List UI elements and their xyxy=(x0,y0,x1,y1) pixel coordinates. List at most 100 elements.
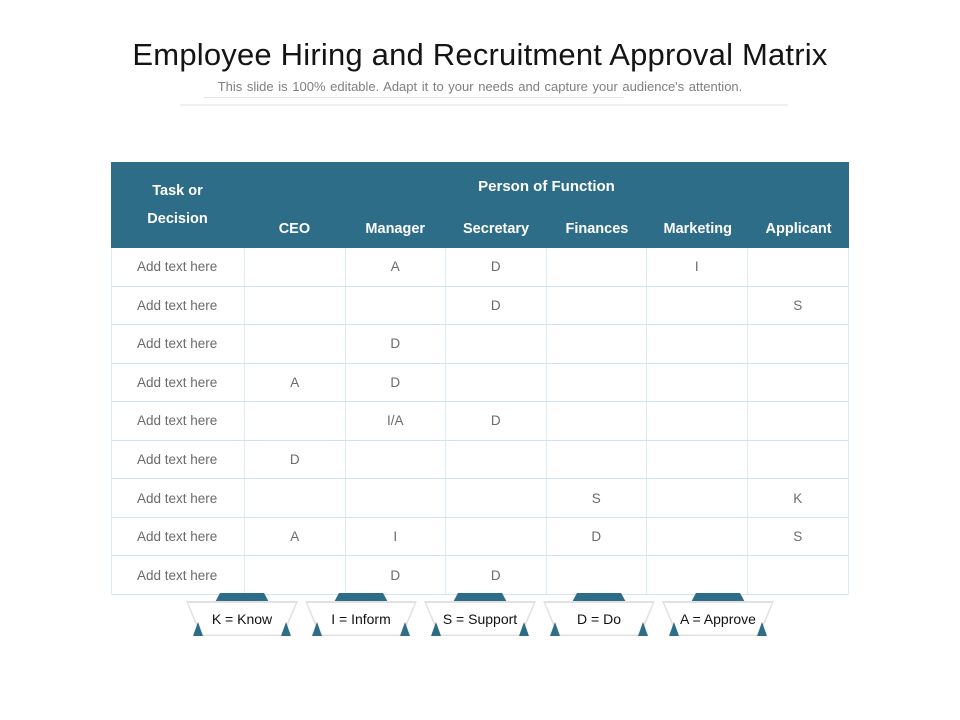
matrix-cell xyxy=(547,556,647,594)
column-header-marketing: Marketing xyxy=(663,221,732,237)
matrix-cell xyxy=(446,325,547,363)
divider-line-short xyxy=(204,97,624,98)
matrix-cell: D xyxy=(245,440,346,479)
matrix-cell xyxy=(547,440,647,479)
matrix-cell: A xyxy=(346,248,446,286)
matrix-cell: D xyxy=(446,556,547,594)
table-row: Add text here A I D S xyxy=(112,517,848,557)
column-header-finances: Finances xyxy=(565,221,629,237)
legend-item-know: K = Know xyxy=(186,593,298,638)
matrix-cell xyxy=(346,286,446,325)
task-label-cell: Add text here xyxy=(112,286,245,325)
matrix-cell xyxy=(446,517,547,556)
matrix-cell: I xyxy=(647,248,748,286)
matrix-cell xyxy=(748,325,849,363)
matrix-cell: S xyxy=(547,479,647,517)
header-right-block: Person of Function CEO Manager Secretary… xyxy=(244,162,849,248)
matrix-cell xyxy=(647,286,748,325)
task-label-cell: Add text here xyxy=(112,325,245,363)
matrix-cell xyxy=(547,402,647,440)
column-header-ceo: CEO xyxy=(278,221,311,237)
matrix-cell xyxy=(547,325,647,363)
corner-triangle-right xyxy=(519,622,529,636)
corner-triangle-right xyxy=(638,622,648,636)
matrix-cell xyxy=(547,286,647,325)
matrix-cell: D xyxy=(446,402,547,440)
legend-item-approve: A = Approve xyxy=(662,593,774,638)
page-title: Employee Hiring and Recruitment Approval… xyxy=(132,37,828,72)
legend-item-do: D = Do xyxy=(543,593,655,638)
matrix-cell: I/A xyxy=(346,402,446,440)
task-label-cell: Add text here xyxy=(112,556,245,594)
legend-item-support: S = Support xyxy=(424,593,536,638)
matrix-cell: D xyxy=(346,556,446,594)
table-row: Add text here D xyxy=(112,325,848,364)
matrix-cell xyxy=(647,402,748,440)
corner-triangle-right xyxy=(757,622,767,636)
matrix-cell xyxy=(647,325,748,363)
legend-item-inform: I = Inform xyxy=(305,593,417,638)
matrix-cell: A xyxy=(245,363,346,402)
matrix-cell: S xyxy=(793,297,803,313)
matrix-cell xyxy=(346,479,446,517)
task-label-cell: Add text here xyxy=(112,517,245,556)
legend-row: K = Know I = Inform S = Support D = Do xyxy=(7,593,953,638)
matrix-cell xyxy=(245,402,346,440)
legend-body xyxy=(545,602,653,635)
matrix-cell xyxy=(748,364,849,402)
table-row: Add text here I/A D xyxy=(112,402,848,441)
task-label-cell: Add text here xyxy=(112,479,245,517)
matrix-cell: D xyxy=(446,286,547,325)
matrix-cell: D xyxy=(446,248,547,286)
matrix-cell xyxy=(245,325,346,363)
matrix-cell xyxy=(647,363,748,402)
corner-triangle-left xyxy=(550,622,560,636)
matrix-cell xyxy=(748,248,849,286)
legend-body xyxy=(664,602,772,635)
matrix-cell: K xyxy=(793,490,803,506)
corner-triangle-right xyxy=(400,622,410,636)
matrix-cell xyxy=(748,402,849,440)
matrix-cell xyxy=(446,363,547,402)
table-row: Add text here D D xyxy=(112,556,848,595)
corner-triangle-left xyxy=(312,622,322,636)
matrix-cell xyxy=(245,286,346,325)
matrix-cell: I xyxy=(346,517,446,556)
legend-body xyxy=(426,602,534,635)
column-header-applicant: Applicant xyxy=(765,221,832,237)
matrix-cell xyxy=(748,556,849,594)
matrix-cell xyxy=(346,440,446,479)
matrix-cell xyxy=(647,556,748,594)
group-header-cell: Person of Function xyxy=(478,177,615,195)
matrix-cell xyxy=(245,556,346,594)
matrix-cell xyxy=(647,479,748,517)
table-header: Task or Decision Person of Function CEO … xyxy=(111,162,849,248)
matrix-cell xyxy=(446,440,547,479)
table-row: Add text here D S xyxy=(112,286,848,326)
matrix-cell xyxy=(547,363,647,402)
task-label-cell: Add text here xyxy=(112,248,245,286)
corner-header-cell: Task or Decision xyxy=(111,162,244,248)
matrix-cell xyxy=(245,479,346,517)
legend-label: D = Do xyxy=(577,610,621,627)
legend-label: I = Inform xyxy=(331,610,391,627)
corner-triangle-right xyxy=(281,622,291,636)
matrix-cell xyxy=(446,479,547,517)
matrix-cell: A xyxy=(245,517,346,556)
matrix-cell: D xyxy=(547,517,647,556)
table-row: Add text here S K xyxy=(112,479,848,518)
legend-body xyxy=(188,602,296,635)
matrix-cell: D xyxy=(346,325,446,363)
matrix-cell: D xyxy=(346,363,446,402)
task-label-cell: Add text here xyxy=(112,440,245,479)
legend-label: K = Know xyxy=(211,610,273,627)
task-label-cell: Add text here xyxy=(112,363,245,402)
column-header-row: CEO Manager Secretary Finances Marketing… xyxy=(244,210,849,248)
corner-triangle-left xyxy=(193,622,203,636)
matrix-cell xyxy=(748,441,849,479)
legend-label: A = Approve xyxy=(680,610,756,627)
matrix-cell xyxy=(647,517,748,556)
matrix-cell xyxy=(245,248,346,286)
page-subtitle: This slide is 100% editable. Adapt it to… xyxy=(217,79,743,94)
